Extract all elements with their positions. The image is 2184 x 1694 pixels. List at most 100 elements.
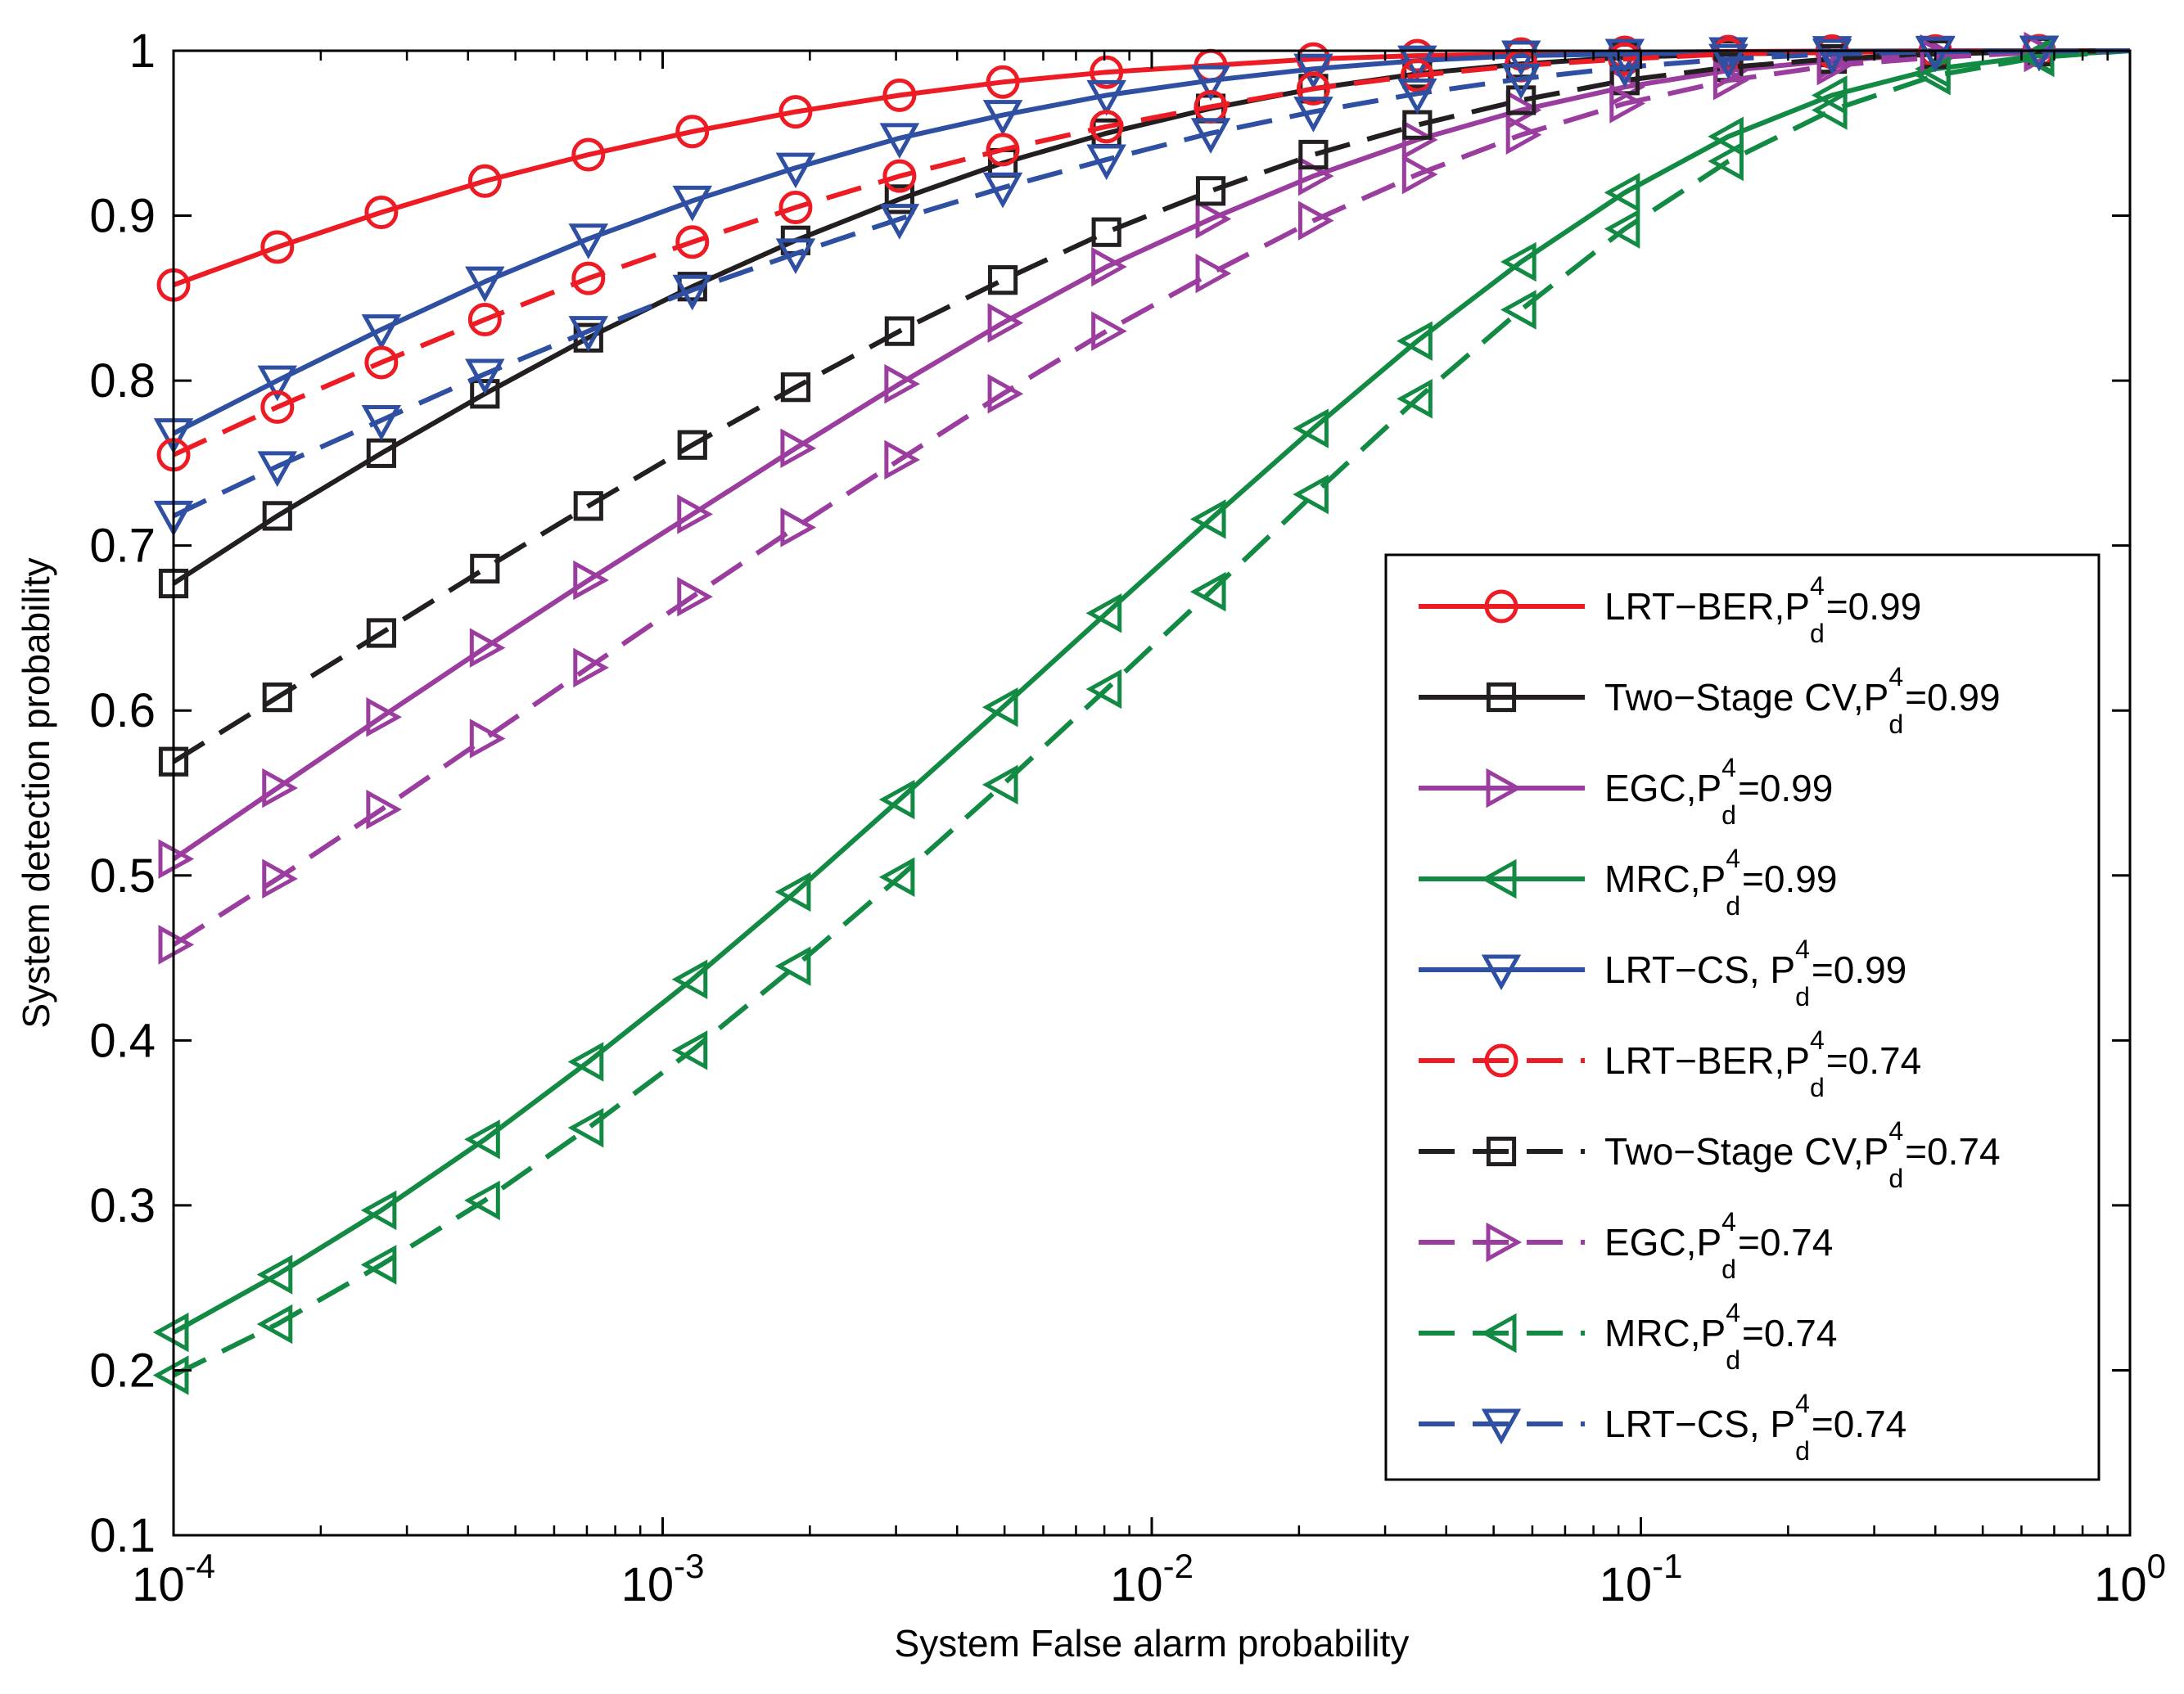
data-point-triangle-down	[465, 266, 505, 303]
data-point-square	[573, 491, 603, 521]
data-point-triangle-left	[1189, 571, 1226, 612]
legend-label-value: =0.74	[1826, 1039, 1921, 1082]
data-point-triangle-right	[573, 647, 609, 688]
legend-label-superscript: 4	[1810, 571, 1825, 601]
data-point-triangle-down	[568, 223, 609, 259]
data-point-triangle-right	[1401, 119, 1438, 160]
data-point-triangle-left	[1189, 499, 1226, 539]
data-point-triangle-down	[1086, 79, 1126, 116]
y-tick-label: 1	[129, 25, 156, 78]
data-point-triangle-down	[465, 358, 505, 395]
data-point-triangle-right	[780, 428, 817, 468]
legend-label-subscript: d	[1726, 1345, 1740, 1375]
legend-label-text: LRT−CS, P	[1604, 1403, 1795, 1445]
data-point-circle	[882, 78, 917, 112]
legend-item: LRT−CS, P4 d=0.99	[1419, 935, 1906, 1011]
data-point-triangle-down	[1604, 52, 1645, 88]
y-tick-label: 0.1	[89, 1509, 156, 1562]
data-point-triangle-right	[987, 303, 1024, 343]
data-point-triangle-down	[257, 365, 298, 402]
data-point-triangle-left	[878, 779, 915, 820]
data-point-triangle-right	[1486, 1222, 1523, 1263]
y-tick-label: 0.4	[89, 1014, 156, 1067]
x-tick-label: 100	[2094, 1547, 2166, 1611]
data-point-triangle-left	[1480, 1313, 1517, 1354]
data-point-triangle-right	[1486, 768, 1523, 809]
data-point-triangle-left	[567, 1042, 604, 1082]
data-point-triangle-right	[1609, 83, 1645, 124]
data-point-triangle-left	[1604, 173, 1640, 213]
data-point-triangle-left	[774, 946, 811, 986]
series-line	[172, 48, 2131, 764]
legend-item: LRT−BER,P4 d=0.74	[1419, 1025, 1921, 1102]
data-point-circle	[571, 137, 606, 172]
data-point-circle	[986, 65, 1020, 99]
data-point-circle	[467, 303, 502, 337]
data-point-triangle-down	[1293, 53, 1333, 90]
data-point-circle	[364, 345, 399, 380]
legend-label: LRT−BER,P4 d=0.99	[1604, 571, 1921, 648]
legend-item: Two−Stage CV,P4 d=0.99	[1419, 662, 2001, 739]
legend-label-value: =0.99	[1826, 585, 1921, 628]
data-point-triangle-down	[1190, 118, 1231, 154]
data-point-triangle-left	[1293, 408, 1329, 448]
data-point-triangle-left	[671, 959, 708, 1000]
data-point-triangle-down	[257, 451, 298, 488]
x-axis-title: System False alarm probability	[895, 1622, 1410, 1665]
data-point-triangle-left	[671, 1030, 708, 1070]
series-line	[172, 48, 2131, 947]
data-point-square	[884, 184, 914, 214]
legend-label-superscript: 4	[1795, 1389, 1810, 1418]
legend-label-text: EGC,P	[1604, 767, 1721, 809]
data-point-triangle-left	[1293, 474, 1329, 515]
legend-label-text: LRT−BER,P	[1604, 1039, 1810, 1082]
data-point-triangle-left	[1708, 141, 1744, 182]
data-point-circle	[260, 390, 295, 424]
data-point-circle	[1090, 110, 1124, 144]
data-point-square	[1195, 176, 1226, 206]
data-point-square	[366, 618, 396, 648]
data-point-triangle-down	[672, 185, 713, 222]
data-point-triangle-right	[1195, 199, 1232, 239]
legend-label-subscript: d	[1721, 800, 1736, 830]
legend-label-value: =0.99	[1738, 767, 1833, 809]
legend-label: Two−Stage CV,P4 d=0.74	[1604, 1116, 2001, 1193]
data-point-triangle-down	[361, 404, 402, 441]
data-point-triangle-right	[366, 789, 403, 830]
data-point-triangle-right	[469, 628, 506, 668]
plot-series	[152, 31, 2131, 1395]
x-tick-exponent: -1	[1652, 1547, 1682, 1585]
data-point-square	[677, 430, 707, 460]
legend-label-value: =0.74	[1742, 1312, 1837, 1354]
data-point-triangle-left	[152, 1312, 189, 1353]
data-point-triangle-down	[2019, 35, 2060, 72]
legend-label-superscript: 4	[1721, 753, 1736, 782]
series-line	[172, 48, 2131, 1378]
data-point-triangle-down	[982, 172, 1023, 209]
data-point-triangle-down	[1086, 144, 1126, 181]
data-point-triangle-down	[775, 238, 816, 275]
y-tick-label: 0.6	[89, 684, 156, 737]
data-point-triangle-right	[158, 839, 195, 879]
data-point-square	[262, 501, 292, 531]
data-point-triangle-left	[152, 1355, 189, 1395]
legend-label: LRT−CS, P4 d=0.74	[1604, 1389, 1906, 1466]
legend-label-text: EGC,P	[1604, 1221, 1721, 1264]
data-point-triangle-left	[360, 1190, 397, 1231]
x-tick-exponent: 0	[2147, 1547, 2166, 1585]
data-point-circle	[675, 115, 710, 149]
data-point-triangle-left	[981, 687, 1018, 728]
data-point-triangle-right	[884, 439, 921, 480]
data-point-triangle-left	[1480, 858, 1517, 899]
legend-label-value: =0.99	[1905, 676, 2000, 719]
data-point-triangle-right	[677, 576, 713, 617]
data-point-triangle-right	[780, 507, 817, 547]
data-point-triangle-left	[1397, 379, 1433, 419]
x-tick-label: 10-1	[1600, 1547, 1683, 1611]
data-point-triangle-left	[1397, 321, 1433, 361]
legend-label-superscript: 4	[1888, 662, 1903, 692]
data-point-triangle-right	[1816, 45, 1853, 86]
data-point-circle	[986, 133, 1020, 167]
x-tick-base: 10	[132, 1558, 185, 1611]
